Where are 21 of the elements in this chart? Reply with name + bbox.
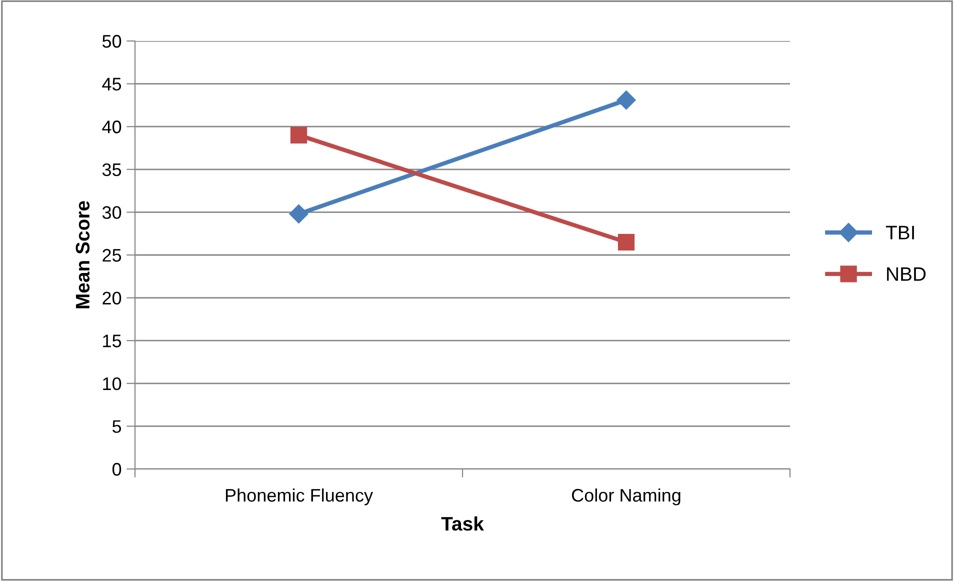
x-tick-label: Color Naming [572, 488, 680, 506]
y-axis-title: Mean Score [76, 201, 90, 308]
x-tick-label: Phonemic Fluency [226, 488, 373, 506]
x-axis-title: Task [441, 516, 484, 531]
y-tick-label: 10 [103, 377, 122, 390]
legend-label: TBI [886, 226, 914, 240]
y-tick-label: 30 [102, 206, 122, 219]
point [290, 126, 308, 144]
y-tick-label: 35 [102, 163, 122, 176]
legend-label: NBD [887, 267, 926, 281]
y-tick-label: 40 [102, 120, 122, 134]
y-tick-label: 20 [102, 292, 122, 305]
y-tick-label: 45 [102, 78, 122, 91]
y-tick-label: 50 [102, 34, 122, 48]
point [616, 90, 636, 110]
point [618, 234, 635, 250]
y-tick-label: 0 [112, 462, 122, 476]
point [289, 204, 308, 224]
y-tick-label: 5 [112, 420, 122, 433]
y-tick-label: 25 [102, 248, 122, 262]
y-tick-label: 15 [103, 334, 122, 348]
